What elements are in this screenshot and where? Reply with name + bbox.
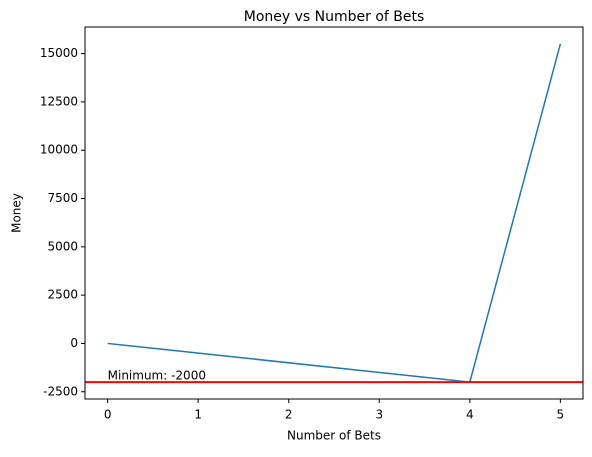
plot-frame <box>84 26 584 400</box>
y-tick-label: 10000 <box>40 143 78 157</box>
x-tick-label: 0 <box>104 408 112 422</box>
x-tick-label: 1 <box>194 408 202 422</box>
y-tick-label: 2500 <box>47 288 78 302</box>
x-tick-label: 4 <box>466 408 474 422</box>
y-tick-label: 0 <box>70 336 78 350</box>
x-tick-label: 2 <box>285 408 293 422</box>
y-tick-label: 12500 <box>40 94 78 108</box>
y-tick-label: 5000 <box>47 239 78 253</box>
x-tick-label: 3 <box>375 408 383 422</box>
y-tick-label: 15000 <box>40 46 78 60</box>
x-tick-label: 5 <box>557 408 565 422</box>
annotation: Minimum: -2000 <box>108 369 206 383</box>
y-tick-label: 7500 <box>47 191 78 205</box>
y-axis-label: Money <box>10 193 24 233</box>
x-axis-label: Number of Bets <box>287 429 381 443</box>
y-tick-label: -2500 <box>43 384 78 398</box>
data-line <box>107 43 562 383</box>
chart-title: Money vs Number of Bets <box>244 9 425 25</box>
